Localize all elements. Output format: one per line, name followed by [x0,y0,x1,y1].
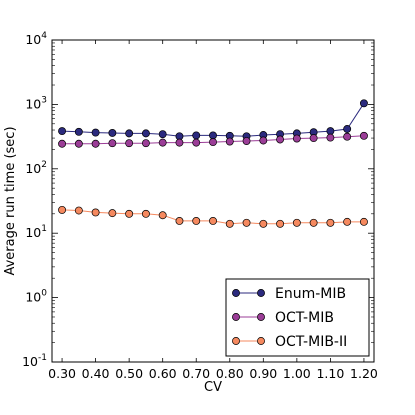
data-point [359,131,368,140]
x-tick-label: 0.50 [115,366,143,381]
data-point [58,139,67,148]
axes-layer: 0.30 0.40 0.50 0.60 0.70 0.80 0.90 1.00 1.10 1.20… [22,31,378,381]
x-tick-label: 0.60 [149,366,177,381]
data-point [175,138,184,147]
y-tick-label-exponent: 4 [41,31,47,41]
y-tick-label-base: 10 [25,290,41,305]
data-point [141,129,150,138]
data-point [141,139,150,148]
x-tick-label: 0.70 [182,366,210,381]
data-point [309,134,318,143]
series-line-0 [62,103,365,137]
y-tick-label-base: 10 [22,354,38,369]
y-tick-label-base: 10 [25,225,41,240]
data-point [326,218,335,227]
data-point [309,218,318,227]
y-tick-label-base: 10 [25,161,41,176]
data-point [192,131,201,140]
data-point [359,99,368,108]
x-tick-label: 1.20 [350,366,378,381]
y-tick-label-base: 10 [25,96,41,111]
data-point [209,216,217,225]
data-point [276,135,285,144]
y-tick-label: 103 [25,95,47,111]
data-point [74,206,83,215]
data-point [359,217,368,226]
legend-marker [257,337,265,345]
data-point [108,139,117,148]
data-point [242,137,251,145]
data-point [74,139,83,148]
legend-marker [257,313,265,321]
data-point [141,209,150,218]
data-point [225,137,234,146]
y-tick-label-exponent: 2 [41,160,47,170]
legend-label: OCT-MIB-II [275,334,347,350]
y-tick-label-exponent: 0 [41,289,47,299]
y-tick-label-exponent: -1 [38,353,47,363]
y-tick-label: 104 [25,31,47,47]
data-point [259,219,268,228]
data-point [108,209,117,218]
legend-label: OCT-MIB [275,310,334,326]
data-point [292,134,301,143]
data-point [192,138,201,147]
data-point [175,216,184,225]
legend-label: Enum-MIB [275,286,346,302]
y-tick-label-exponent: 3 [41,95,47,105]
x-tick-label: 0.30 [48,366,76,381]
data-point [91,128,100,137]
data-point [125,139,134,148]
y-tick-label-exponent: 1 [41,224,47,234]
x-tick-label: 0.80 [216,366,244,381]
x-tick-label: 1.10 [316,366,344,381]
y-tick-label: 10-1 [22,353,47,369]
y-tick-label-base: 10 [25,32,41,47]
data-point [242,218,251,227]
data-point [125,129,134,138]
x-tick-label: 0.90 [249,366,277,381]
data-point [158,138,167,147]
series-layer [58,99,368,228]
data-point [209,138,217,147]
data-point [125,209,134,218]
legend-marker [257,289,265,297]
data-point [192,216,201,225]
data-point [58,127,67,136]
data-point [158,130,167,139]
data-point [108,129,117,137]
data-point [74,127,83,136]
y-axis-title: Average run time (sec) [3,126,18,275]
data-point [343,132,352,141]
data-point [91,139,100,148]
data-point [158,211,167,220]
data-point [326,127,335,136]
data-point [276,219,285,228]
data-point [58,205,67,214]
legend: Enum-MIB OCT-MIB OCT-MIB-II [225,278,370,357]
y-tick-label: 101 [25,224,47,240]
data-point [209,131,217,140]
x-axis-title: CV [204,380,222,395]
data-point [343,217,352,226]
legend-marker [232,313,240,321]
x-tick-label: 0.40 [82,366,110,381]
data-point [292,218,301,227]
data-point [259,136,268,145]
data-point [225,219,234,228]
data-point [91,208,100,217]
plot-frame [51,39,375,363]
y-tick-label: 100 [25,289,47,305]
legend-marker [232,289,240,297]
x-tick-label: 1.00 [283,366,311,381]
data-point [343,125,352,133]
legend-marker [232,337,240,345]
data-point [326,133,335,142]
y-tick-label: 102 [25,160,47,176]
